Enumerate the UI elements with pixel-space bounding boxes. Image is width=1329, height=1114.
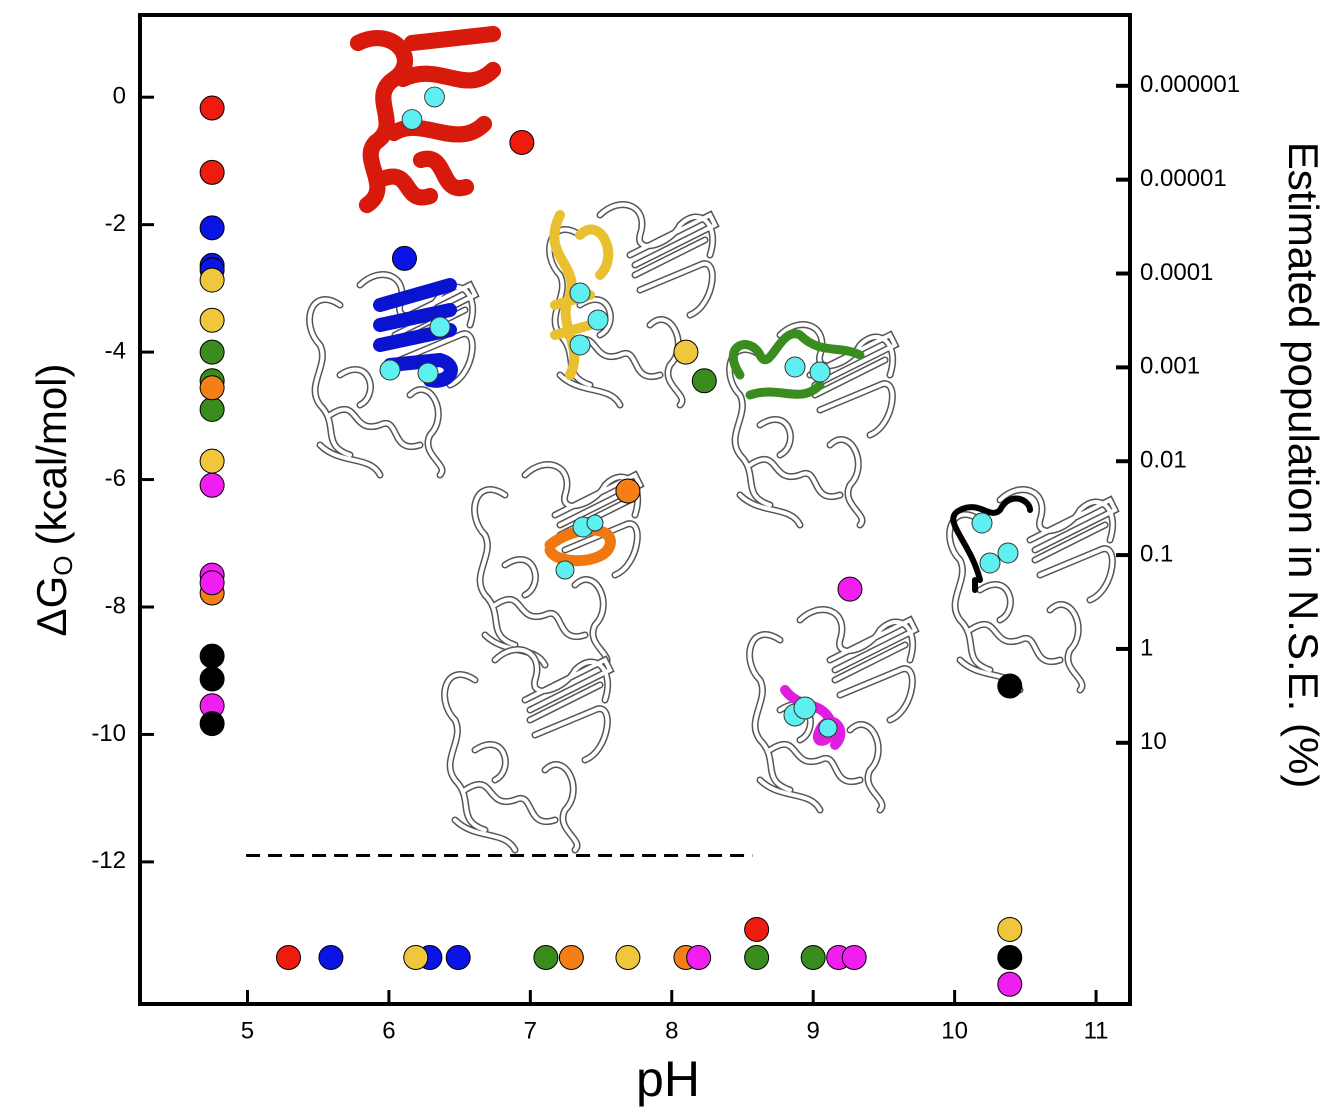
protein-red	[349, 25, 502, 214]
protein-gold	[550, 205, 715, 405]
point	[199, 95, 225, 121]
x-axis-title: pH	[636, 1051, 700, 1107]
point	[615, 478, 641, 504]
point	[744, 916, 770, 942]
y-axis-title: ΔGO (kcal/mol)	[28, 364, 78, 637]
y2-tick-label: 1	[1140, 634, 1153, 661]
x-tick-label: 9	[807, 1017, 820, 1044]
point	[199, 472, 225, 498]
point	[841, 944, 867, 970]
protein-black	[950, 490, 1115, 690]
point	[199, 215, 225, 241]
y2-tick-label: 0.1	[1140, 540, 1173, 567]
y-tick-label: -6	[105, 465, 126, 492]
point	[199, 570, 225, 596]
point	[615, 944, 641, 970]
y-tick-label: 0	[113, 83, 126, 110]
point	[558, 944, 584, 970]
y2-tick-label: 0.000001	[1140, 71, 1240, 98]
y2-tick-label: 0.0001	[1140, 259, 1213, 286]
point	[997, 971, 1023, 997]
y-tick-label: -8	[105, 592, 126, 619]
y-tick-label: -4	[105, 337, 126, 364]
point	[800, 944, 826, 970]
point	[509, 129, 535, 155]
x-tick-label: 5	[241, 1017, 254, 1044]
y2-tick-label: 10	[1140, 728, 1167, 755]
point	[533, 944, 559, 970]
point	[997, 916, 1023, 942]
x-tick-label: 7	[524, 1017, 537, 1044]
point	[673, 339, 699, 365]
point	[199, 307, 225, 333]
point	[445, 944, 471, 970]
protein-magenta	[750, 610, 915, 810]
y-tick-label: -10	[91, 720, 126, 747]
y-tick-label: -12	[91, 847, 126, 874]
y-axis-title-main: ΔG	[28, 576, 75, 637]
y-axis-title-sub: O	[48, 556, 78, 576]
point	[276, 944, 301, 970]
point	[199, 267, 225, 293]
protein-blue	[310, 275, 475, 475]
point	[199, 643, 225, 669]
y2-tick-label: 0.001	[1140, 353, 1200, 380]
point	[837, 576, 863, 602]
x-tick-label: 6	[382, 1017, 395, 1044]
y2-axis-title: Estimated population in N.S.E. (%)	[1280, 142, 1327, 789]
point	[691, 368, 717, 394]
y-axis-title-unit: (kcal/mol)	[28, 364, 75, 546]
y2-tick-label: 0.00001	[1140, 165, 1227, 192]
point	[199, 159, 225, 185]
protein-white	[445, 650, 610, 850]
point	[997, 944, 1023, 970]
point	[199, 666, 225, 692]
point	[199, 339, 225, 365]
protein-green	[730, 325, 895, 525]
point	[391, 245, 417, 271]
point	[199, 396, 225, 422]
point	[199, 375, 225, 401]
x-tick-label: 11	[1084, 1017, 1109, 1044]
y-tick-label: -2	[105, 210, 126, 237]
point	[997, 673, 1023, 699]
point	[199, 711, 225, 737]
x-tick-label: 8	[665, 1017, 678, 1044]
x-tick-label: 10	[941, 1017, 968, 1044]
point	[318, 944, 344, 970]
point	[403, 944, 429, 970]
point	[199, 448, 225, 474]
y2-tick-label: 0.01	[1140, 447, 1187, 474]
protein-orange	[475, 465, 640, 665]
protein-illustrations	[310, 25, 1115, 850]
point	[744, 944, 770, 970]
point	[686, 944, 712, 970]
plot-frame	[138, 13, 1132, 1006]
